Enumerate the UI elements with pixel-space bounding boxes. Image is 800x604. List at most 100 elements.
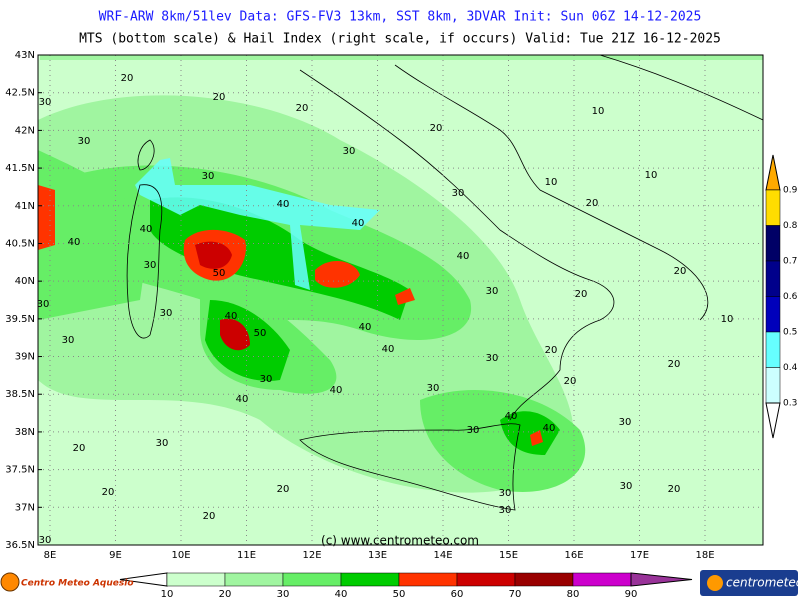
lat-label: 39.5N xyxy=(5,314,35,325)
hail-label: 0.5 xyxy=(783,328,797,338)
lon-label: 16E xyxy=(564,550,583,561)
coast-sardinia xyxy=(126,184,163,339)
contour-label: 30 xyxy=(499,488,512,499)
field-50 xyxy=(530,430,543,446)
contour-label: 30 xyxy=(260,374,273,385)
mts-label: 80 xyxy=(567,589,580,600)
hail-swatch xyxy=(765,225,781,262)
contour-label: 30 xyxy=(486,353,499,364)
contour-label: 40 xyxy=(382,344,395,355)
lat-label: 40.5N xyxy=(5,238,35,249)
lat-label: 37N xyxy=(15,502,35,513)
contour-label: 20 xyxy=(668,484,681,495)
contour-label: 30 xyxy=(452,188,465,199)
mts-swatch xyxy=(514,572,574,587)
hail-0.3 xyxy=(135,158,380,290)
contour-label: 30 xyxy=(486,286,499,297)
mts-arrow-right xyxy=(630,572,693,587)
contour-label: 30 xyxy=(619,417,632,428)
lat-label: 37.5N xyxy=(5,465,35,476)
field-60 xyxy=(220,318,250,351)
contour-label: 30 xyxy=(39,97,52,108)
logo-right: centrometeo xyxy=(726,576,800,590)
mts-colorbar: 10 20 30 40 50 60 70 80 90 xyxy=(119,572,693,600)
contour-label: 30 xyxy=(467,425,480,436)
lat-label: 42N xyxy=(15,125,35,136)
lon-label: 13E xyxy=(368,550,387,561)
hail-swatch xyxy=(765,189,781,226)
lon-label: 15E xyxy=(499,550,518,561)
contour-label: 40 xyxy=(457,251,470,262)
contour-label: 40 xyxy=(140,224,153,235)
hail-swatch xyxy=(765,331,781,368)
contour-label: 30 xyxy=(343,146,356,157)
contour-label: 30 xyxy=(39,535,52,546)
lon-label: 10E xyxy=(171,550,190,561)
coast-sicily xyxy=(299,423,521,511)
lon-label: 17E xyxy=(630,550,649,561)
mts-swatch xyxy=(282,572,342,587)
lon-label: 8E xyxy=(44,550,57,561)
contour-label: 20 xyxy=(296,103,309,114)
contour-label: 30 xyxy=(160,308,173,319)
field-40 xyxy=(150,197,410,320)
contour-label: 20 xyxy=(430,123,443,134)
contour-label: 10 xyxy=(592,106,605,117)
mts-label: 30 xyxy=(277,589,290,600)
lat-label: 41N xyxy=(15,201,35,212)
mts-label: 70 xyxy=(509,589,522,600)
contour-label: 40 xyxy=(543,423,556,434)
contour-label: 20 xyxy=(586,198,599,209)
contour-label: 30 xyxy=(78,136,91,147)
lat-label: 39N xyxy=(15,352,35,363)
mts-swatch xyxy=(224,572,284,587)
contour-label: 50 xyxy=(213,268,226,279)
mts-swatch xyxy=(456,572,516,587)
hail-arrow-bottom xyxy=(765,402,781,439)
lat-label: 41.5N xyxy=(5,163,35,174)
logo-right-box xyxy=(700,570,798,596)
mts-label: 40 xyxy=(335,589,348,600)
coast-adriatic xyxy=(394,64,709,321)
contour-label: 20 xyxy=(121,73,134,84)
lat-label: 42.5N xyxy=(5,88,35,99)
contour-label: 10 xyxy=(545,177,558,188)
field-40 xyxy=(500,411,560,455)
hail-swatch xyxy=(765,296,781,333)
contour-label: 40 xyxy=(68,237,81,248)
mts-swatch xyxy=(398,572,458,587)
contour-label: 40 xyxy=(359,322,372,333)
contour-label: 20 xyxy=(73,443,86,454)
coast-corsica xyxy=(137,139,155,171)
mts-swatch xyxy=(166,572,226,587)
hail-label: 0.8 xyxy=(783,221,798,231)
hail-label: 0.4 xyxy=(783,363,798,373)
field-30 xyxy=(38,150,150,320)
lon-label: 14E xyxy=(433,550,452,561)
contour-label: 10 xyxy=(645,170,658,181)
contour-label: 30 xyxy=(620,481,633,492)
contour-label: 40 xyxy=(330,385,343,396)
mts-swatch xyxy=(572,572,632,587)
contour-label: 10 xyxy=(721,314,734,325)
lon-label: 11E xyxy=(237,550,256,561)
contour-label: 20 xyxy=(545,345,558,356)
contour-label: 30 xyxy=(62,335,75,346)
coast-balkans xyxy=(599,55,763,121)
lon-label: 9E xyxy=(109,550,122,561)
field-30 xyxy=(420,390,586,492)
lon-label: 18E xyxy=(695,550,714,561)
contour-label: 20 xyxy=(564,376,577,387)
lon-label: 12E xyxy=(302,550,321,561)
map-frame xyxy=(37,54,764,546)
field-50 xyxy=(38,185,55,250)
graticule xyxy=(38,55,763,545)
lat-label: 43N xyxy=(15,50,35,61)
contour-label: 40 xyxy=(225,311,238,322)
contour-label: 20 xyxy=(668,359,681,370)
logo-right-icon xyxy=(707,575,723,591)
axes: 43N 42.5N 42N 41.5N 41N 40.5N 40N 39.5N 39N 38.5N… xyxy=(5,50,714,561)
contour-label: 20 xyxy=(575,289,588,300)
contour-label: 30 xyxy=(202,171,215,182)
